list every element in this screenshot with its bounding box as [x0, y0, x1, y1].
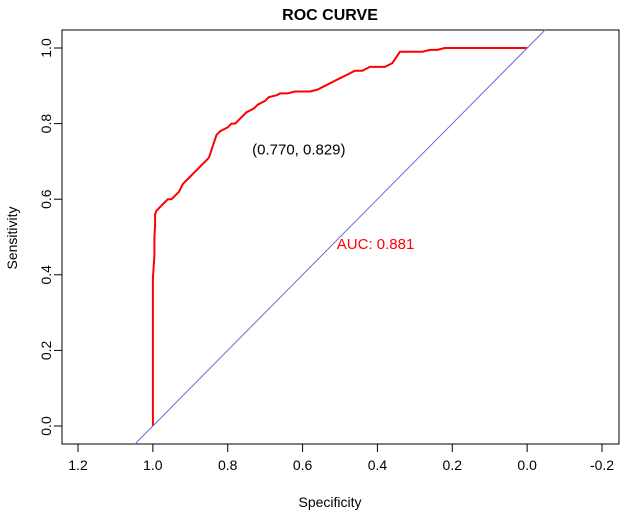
chart-title: ROC CURVE [282, 7, 378, 24]
y-tick-label: 0.2 [38, 340, 54, 360]
annotations-layer: (0.770, 0.829) AUC: 0.881 [252, 142, 414, 254]
x-tick-label: 0.2 [443, 457, 463, 473]
x-tick-label: 0.4 [368, 457, 388, 473]
x-tick-label: 0.8 [218, 457, 238, 473]
x-tick-label: 0.0 [517, 457, 537, 473]
auc-annotation: AUC: 0.881 [337, 236, 415, 253]
y-tick-label: 1.0 [38, 38, 54, 58]
y-tick-label: 0.0 [38, 416, 54, 436]
y-axis-label: Sensitivity [4, 206, 20, 269]
x-tick-label: 0.6 [293, 457, 313, 473]
x-tick-label: 1.0 [143, 457, 163, 473]
series-layer [133, 28, 547, 446]
plot-frame [61, 29, 620, 445]
reference-diagonal-line [133, 28, 547, 446]
ticks-layer: 1.2 1.0 0.8 0.6 0.4 0.2 0.0 -0.2 0.0 0.2 0.4 0.6 0.8… [38, 38, 614, 473]
x-tick-label: -0.2 [590, 457, 614, 473]
y-tick-label: 0.6 [38, 189, 54, 209]
optimal-point-annotation: (0.770, 0.829) [252, 142, 345, 159]
x-tick-label: 1.2 [68, 457, 88, 473]
x-axis-label: Specificity [298, 494, 361, 510]
y-tick-label: 0.8 [38, 114, 54, 134]
roc-curve-line [151, 47, 528, 426]
y-tick-label: 0.4 [38, 265, 54, 285]
